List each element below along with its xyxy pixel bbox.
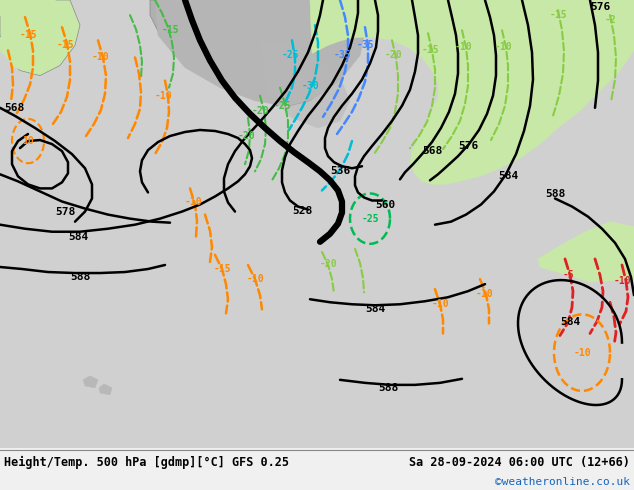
Text: 584: 584 xyxy=(365,304,385,314)
Text: -25: -25 xyxy=(281,50,299,60)
Text: -25: -25 xyxy=(273,101,291,111)
Text: 588: 588 xyxy=(545,190,565,199)
Text: -25: -25 xyxy=(361,214,378,223)
Polygon shape xyxy=(538,221,634,282)
Text: -30: -30 xyxy=(301,81,319,91)
Text: 578: 578 xyxy=(55,207,75,217)
Text: 584: 584 xyxy=(68,232,88,242)
Text: 576: 576 xyxy=(458,141,478,151)
Polygon shape xyxy=(150,0,350,106)
Polygon shape xyxy=(99,384,112,395)
Polygon shape xyxy=(0,37,45,74)
Text: 576: 576 xyxy=(590,2,610,12)
Text: -35: -35 xyxy=(356,40,374,50)
Text: -20: -20 xyxy=(251,106,269,116)
Text: 536: 536 xyxy=(330,166,350,176)
Polygon shape xyxy=(260,40,350,128)
Text: -10: -10 xyxy=(91,52,109,62)
Text: ©weatheronline.co.uk: ©weatheronline.co.uk xyxy=(495,477,630,487)
Text: -20: -20 xyxy=(319,259,337,269)
Text: 10: 10 xyxy=(22,136,34,146)
Text: -35: -35 xyxy=(333,50,351,60)
Text: -10: -10 xyxy=(184,196,202,206)
Text: -20: -20 xyxy=(237,131,255,141)
Polygon shape xyxy=(0,0,65,40)
Text: -10: -10 xyxy=(431,299,449,309)
Text: 568: 568 xyxy=(4,103,24,113)
Text: -5: -5 xyxy=(562,270,574,280)
Text: -15: -15 xyxy=(213,264,231,274)
Polygon shape xyxy=(83,376,98,388)
Text: 568: 568 xyxy=(422,146,442,156)
Polygon shape xyxy=(0,0,80,75)
Text: -15: -15 xyxy=(19,30,37,40)
Text: -10: -10 xyxy=(154,91,172,101)
Text: -10: -10 xyxy=(476,289,493,299)
Polygon shape xyxy=(155,0,365,106)
Text: -15: -15 xyxy=(56,40,74,50)
Text: 528: 528 xyxy=(292,206,312,216)
Text: 588: 588 xyxy=(70,272,90,282)
Text: -10: -10 xyxy=(246,274,264,284)
Text: 560: 560 xyxy=(375,199,395,210)
Text: -15: -15 xyxy=(549,10,567,20)
Polygon shape xyxy=(310,0,634,184)
Text: 584: 584 xyxy=(498,172,518,181)
Text: -2: -2 xyxy=(604,15,616,25)
Text: Height/Temp. 500 hPa [gdmp][°C] GFS 0.25: Height/Temp. 500 hPa [gdmp][°C] GFS 0.25 xyxy=(4,455,289,468)
Text: -10: -10 xyxy=(573,347,591,358)
Text: -10: -10 xyxy=(613,276,631,286)
Text: -20: -20 xyxy=(384,50,402,60)
Text: 584: 584 xyxy=(560,318,580,327)
Text: -10: -10 xyxy=(494,42,512,52)
Text: 588: 588 xyxy=(378,383,398,393)
Text: Sa 28-09-2024 06:00 UTC (12+66): Sa 28-09-2024 06:00 UTC (12+66) xyxy=(409,456,630,468)
Text: -10: -10 xyxy=(454,42,472,52)
Text: -15: -15 xyxy=(421,46,439,55)
Text: -15: -15 xyxy=(161,25,179,35)
